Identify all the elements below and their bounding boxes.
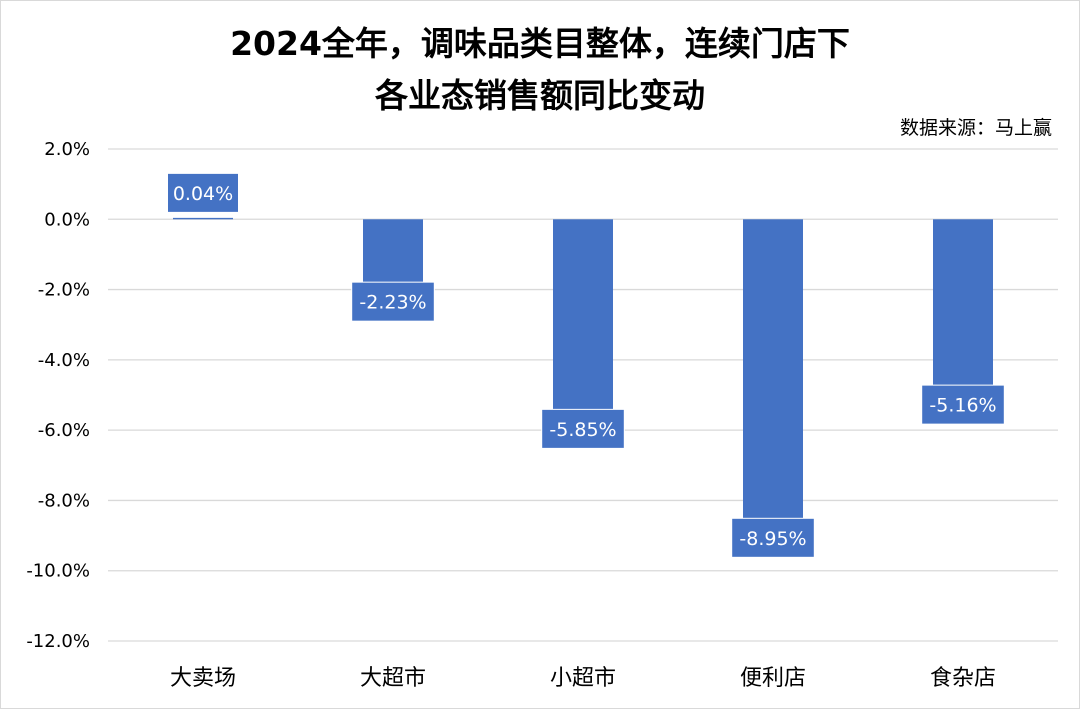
data-label: -8.95% [739, 528, 806, 550]
data-label-box [922, 385, 1004, 424]
x-category-label: 食杂店 [930, 666, 996, 691]
data-label-box [168, 173, 238, 212]
y-tick-label: -12.0% [26, 631, 90, 652]
y-tick-label: -4.0% [38, 350, 90, 371]
y-tick-label: 2.0% [44, 139, 90, 160]
chart-title-line-2: 各业态销售额同比变动 [375, 76, 705, 115]
data-label: -2.23% [359, 292, 426, 314]
x-category-label: 小超市 [550, 666, 616, 691]
y-tick-label: -2.0% [38, 280, 90, 301]
axes: 2.0% 0.0% -2.0% -4.0% -6.0% -8.0% -10.0% -12.0%… [26, 139, 996, 691]
chart-title: 2024全年，调味品类目整体，连续门店下 各业态销售额同比变动 [0, 18, 1080, 122]
y-tick-label: -8.0% [38, 490, 90, 511]
y-tick-label: 0.0% [44, 209, 90, 230]
bar [933, 219, 993, 401]
data-source-note: 数据来源：马上赢 [899, 117, 1052, 139]
data-label-box [732, 518, 814, 557]
data-label: 0.04% [173, 183, 233, 205]
y-tick-label: -6.0% [38, 420, 90, 441]
bars [173, 217, 993, 534]
data-label: -5.16% [929, 395, 996, 417]
bar [173, 217, 233, 220]
x-category-label: 便利店 [740, 666, 806, 691]
y-tick-label: -10.0% [26, 561, 90, 582]
data-label-box [352, 282, 434, 321]
bar [553, 219, 613, 425]
data-labels: 0.04% -2.23% -5.85% -8.95% -5.16% [167, 172, 1005, 558]
data-label-box [542, 409, 624, 448]
x-category-label: 大超市 [360, 666, 426, 691]
data-label: -5.85% [549, 419, 616, 441]
chart-title-line-1: 2024全年，调味品类目整体，连续门店下 [230, 24, 850, 63]
bar [743, 219, 803, 534]
x-category-label: 大卖场 [170, 666, 236, 691]
